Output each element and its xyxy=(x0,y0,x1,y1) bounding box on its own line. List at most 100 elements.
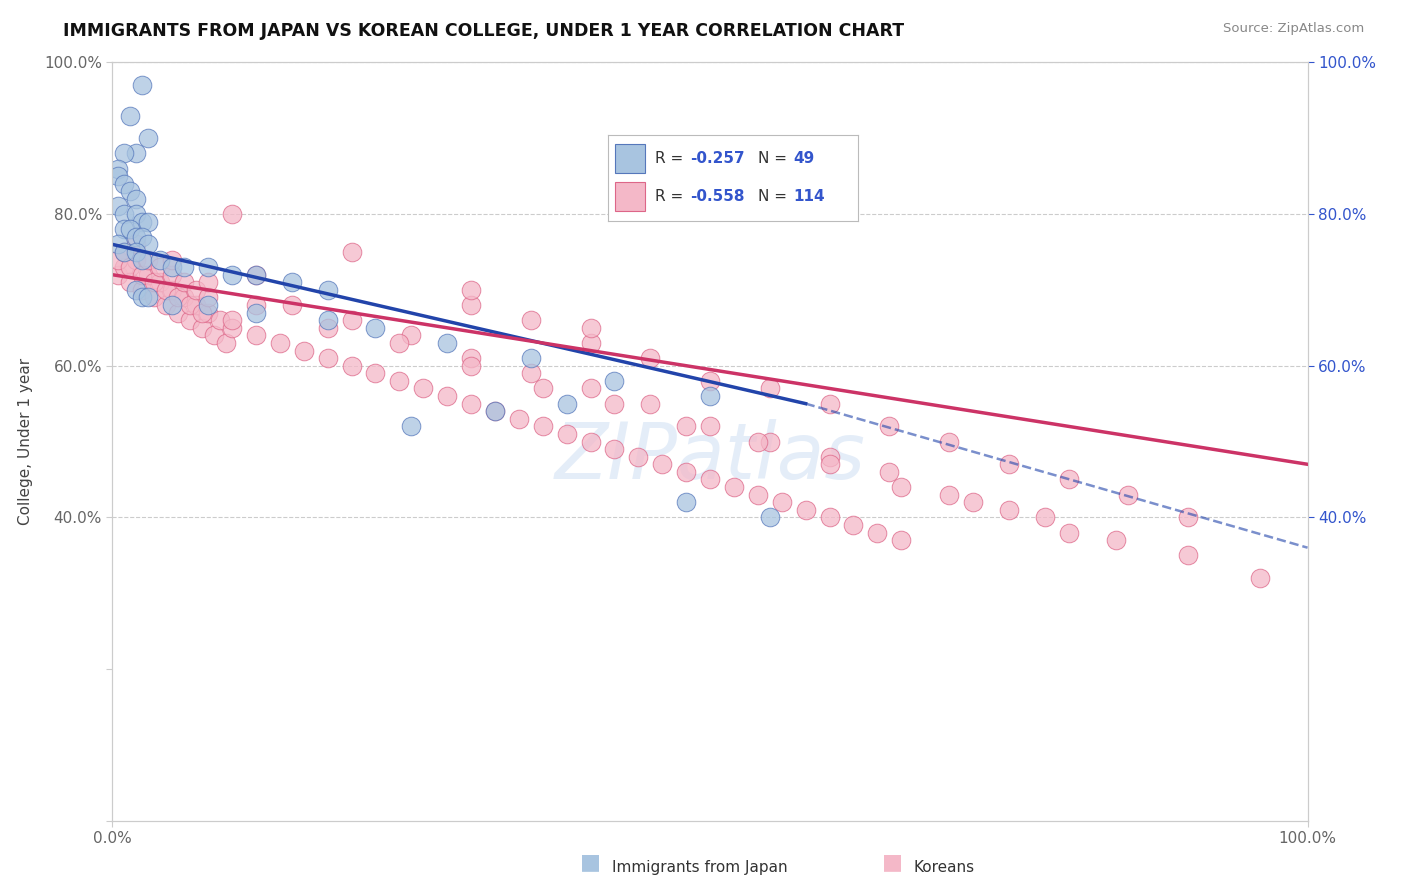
Text: N =: N = xyxy=(758,189,792,203)
Point xyxy=(221,268,243,282)
Point xyxy=(125,283,148,297)
Point xyxy=(131,268,153,282)
Point xyxy=(292,343,315,358)
Bar xyxy=(616,182,645,211)
Point xyxy=(155,283,177,297)
Point xyxy=(221,207,243,221)
Point xyxy=(131,214,153,228)
Point xyxy=(120,108,142,122)
Point xyxy=(747,434,769,449)
Point xyxy=(173,291,195,305)
Point xyxy=(818,450,841,464)
Point xyxy=(191,305,214,319)
Text: R =: R = xyxy=(655,189,689,203)
Point xyxy=(340,313,363,327)
Point xyxy=(179,313,201,327)
Point xyxy=(245,305,267,319)
Point xyxy=(842,517,865,532)
Text: ■: ■ xyxy=(883,853,903,872)
Point xyxy=(1057,525,1080,540)
Point xyxy=(555,396,578,410)
Point xyxy=(818,510,841,524)
Point xyxy=(107,268,129,282)
Point xyxy=(138,131,160,145)
Text: ZIP​atlas: ZIP​atlas xyxy=(554,418,866,495)
Text: -0.558: -0.558 xyxy=(690,189,745,203)
Point xyxy=(627,450,650,464)
Point xyxy=(388,374,411,388)
Point xyxy=(143,291,166,305)
Point xyxy=(340,359,363,373)
Point xyxy=(938,487,960,501)
Point xyxy=(879,419,901,434)
Point xyxy=(138,214,160,228)
Bar xyxy=(616,144,645,173)
Point xyxy=(316,283,339,297)
Point xyxy=(388,335,411,350)
Point xyxy=(155,298,177,312)
Point xyxy=(131,229,153,244)
Point xyxy=(114,207,135,221)
Point xyxy=(818,458,841,472)
Point xyxy=(555,427,578,442)
Point xyxy=(759,382,782,396)
Point xyxy=(401,328,423,343)
Point xyxy=(531,382,554,396)
Point xyxy=(281,275,304,289)
Point xyxy=(131,291,153,305)
Point xyxy=(131,283,153,297)
Point xyxy=(436,335,458,350)
Point xyxy=(209,313,232,327)
Point xyxy=(962,495,984,509)
Point xyxy=(699,389,721,403)
Point xyxy=(460,283,482,297)
Point xyxy=(125,237,148,252)
Point xyxy=(1177,510,1199,524)
Point xyxy=(603,442,626,457)
Point xyxy=(162,283,183,297)
Text: ■: ■ xyxy=(581,853,600,872)
Point xyxy=(651,458,673,472)
Point xyxy=(114,146,135,161)
Point xyxy=(579,335,602,350)
Point xyxy=(1033,510,1056,524)
Point xyxy=(138,252,160,267)
Text: N =: N = xyxy=(758,151,792,166)
Point xyxy=(179,298,201,312)
Point xyxy=(197,260,219,275)
Point xyxy=(162,268,183,282)
Point xyxy=(125,146,148,161)
Point xyxy=(149,260,172,275)
Point xyxy=(149,275,172,289)
Point xyxy=(675,465,697,479)
Point xyxy=(520,313,543,327)
Point xyxy=(131,252,153,267)
Point xyxy=(125,244,148,259)
Point xyxy=(245,298,267,312)
Text: Immigrants from Japan: Immigrants from Japan xyxy=(612,860,787,875)
Point xyxy=(579,434,602,449)
Point xyxy=(866,525,889,540)
Point xyxy=(747,487,769,501)
Point xyxy=(412,382,434,396)
Point xyxy=(107,199,129,213)
Point xyxy=(114,244,135,259)
Point xyxy=(173,260,195,275)
Point xyxy=(197,291,219,305)
Point xyxy=(520,366,543,380)
Point xyxy=(120,260,142,275)
Point xyxy=(138,291,160,305)
Point xyxy=(107,237,129,252)
Point xyxy=(143,275,166,289)
Point xyxy=(640,351,662,366)
Point xyxy=(460,359,482,373)
Point xyxy=(1105,533,1128,548)
Point xyxy=(508,412,530,426)
Point xyxy=(215,335,238,350)
Point xyxy=(401,419,423,434)
Point xyxy=(162,252,183,267)
Point xyxy=(245,328,267,343)
Point xyxy=(603,396,626,410)
Point xyxy=(125,192,148,206)
Point xyxy=(759,434,782,449)
